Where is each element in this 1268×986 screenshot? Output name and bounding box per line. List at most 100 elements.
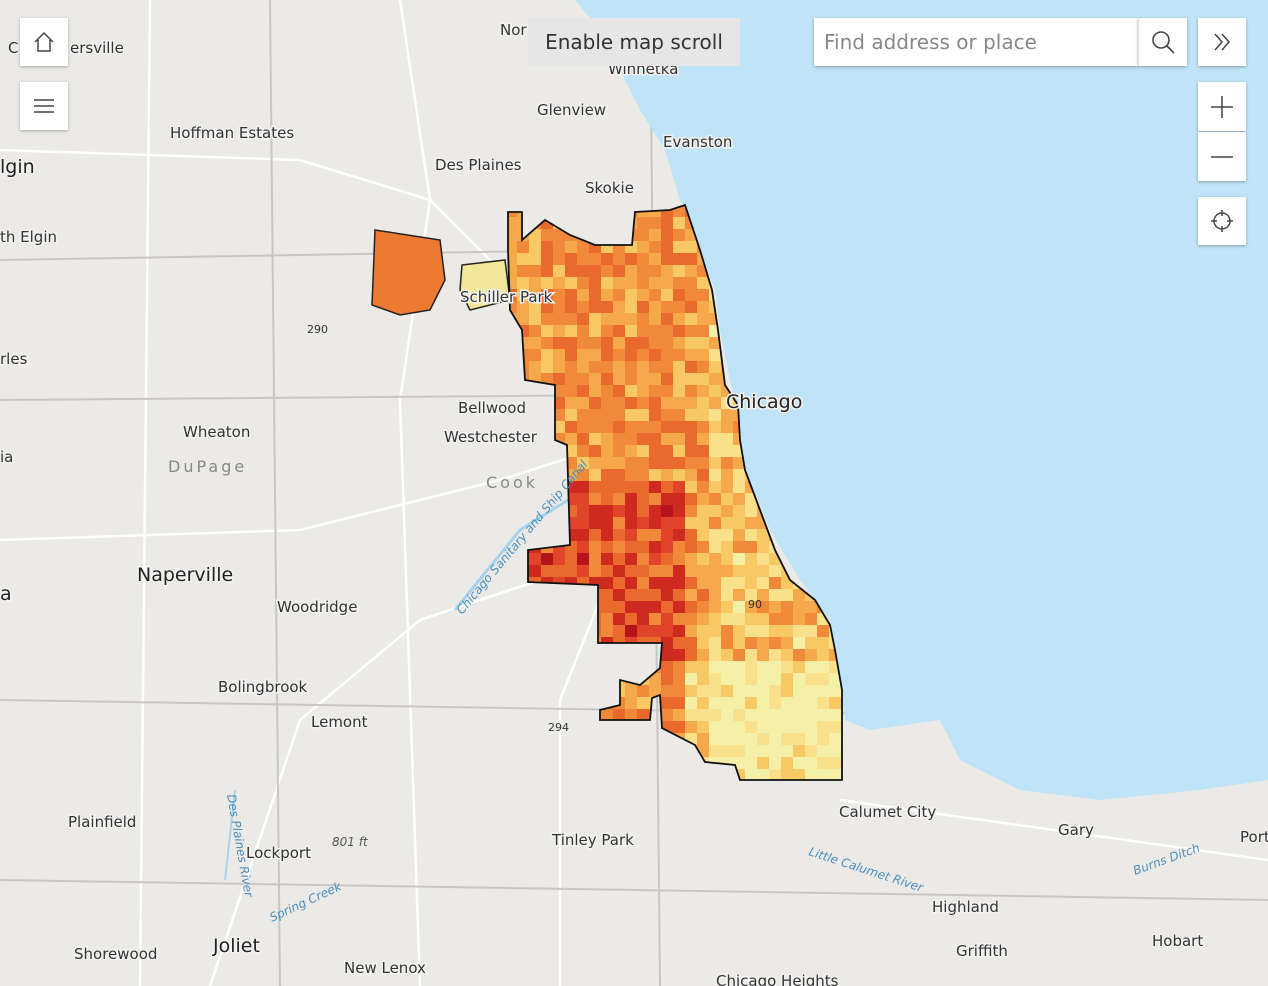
tract bbox=[709, 397, 721, 409]
tract bbox=[709, 469, 721, 481]
tract bbox=[649, 301, 661, 313]
tract bbox=[817, 637, 829, 649]
tract bbox=[649, 265, 661, 277]
tract bbox=[673, 613, 685, 625]
tract bbox=[649, 505, 661, 517]
tract bbox=[721, 721, 733, 733]
tract bbox=[661, 577, 673, 589]
zoom-out-button[interactable] bbox=[1198, 132, 1246, 181]
tract bbox=[553, 229, 565, 241]
tract bbox=[601, 481, 613, 493]
tract bbox=[589, 289, 601, 301]
tract bbox=[745, 541, 757, 553]
tract bbox=[541, 337, 553, 349]
tract bbox=[685, 625, 697, 637]
tract bbox=[613, 481, 625, 493]
tract bbox=[793, 601, 805, 613]
tract bbox=[649, 469, 661, 481]
tract bbox=[697, 421, 709, 433]
tract bbox=[805, 745, 817, 757]
tract bbox=[649, 409, 661, 421]
tract bbox=[577, 241, 589, 253]
tract bbox=[673, 373, 685, 385]
tract bbox=[721, 541, 733, 553]
home-button[interactable] bbox=[20, 18, 68, 66]
tract bbox=[685, 253, 697, 265]
tract bbox=[517, 265, 529, 277]
tract bbox=[757, 769, 769, 780]
tract bbox=[625, 337, 637, 349]
tract bbox=[613, 277, 625, 289]
tract bbox=[613, 337, 625, 349]
tract bbox=[565, 421, 577, 433]
tract bbox=[541, 553, 553, 565]
county-label: DuPage bbox=[168, 457, 247, 476]
tract bbox=[769, 685, 781, 697]
enable-scroll-button[interactable]: Enable map scroll bbox=[528, 18, 740, 66]
tract bbox=[685, 301, 697, 313]
tract bbox=[529, 241, 541, 253]
tract bbox=[733, 709, 745, 721]
tract bbox=[757, 637, 769, 649]
tract bbox=[565, 361, 577, 373]
tract bbox=[601, 493, 613, 505]
layer-list-button[interactable] bbox=[20, 82, 68, 130]
place-label: Wheaton bbox=[183, 423, 250, 441]
tract bbox=[733, 697, 745, 709]
tract bbox=[769, 577, 781, 589]
search-input[interactable]: Find address or place bbox=[814, 18, 1138, 66]
locate-button[interactable] bbox=[1198, 197, 1246, 245]
tract bbox=[661, 445, 673, 457]
tract bbox=[508, 265, 517, 277]
tract bbox=[697, 301, 709, 313]
tract bbox=[733, 649, 745, 661]
tract bbox=[589, 373, 601, 385]
tract bbox=[673, 265, 685, 277]
tract bbox=[625, 361, 637, 373]
tract bbox=[685, 589, 697, 601]
tract bbox=[697, 721, 709, 733]
tract bbox=[529, 553, 541, 565]
tract bbox=[709, 733, 721, 745]
tract bbox=[733, 625, 745, 637]
tract bbox=[565, 313, 577, 325]
expand-button[interactable] bbox=[1198, 18, 1246, 66]
tract bbox=[577, 337, 589, 349]
tract bbox=[685, 613, 697, 625]
tract bbox=[673, 397, 685, 409]
tract bbox=[529, 325, 541, 337]
tract bbox=[757, 625, 769, 637]
tract bbox=[685, 685, 697, 697]
tract bbox=[637, 337, 649, 349]
tract bbox=[673, 421, 685, 433]
tract bbox=[781, 613, 793, 625]
tract bbox=[637, 265, 649, 277]
tract bbox=[577, 445, 589, 457]
tract bbox=[601, 577, 613, 589]
tract bbox=[673, 637, 685, 649]
tract bbox=[721, 421, 733, 433]
tract bbox=[781, 637, 793, 649]
tract bbox=[625, 373, 637, 385]
tract bbox=[721, 469, 733, 481]
tract bbox=[577, 301, 589, 313]
tract bbox=[757, 589, 769, 601]
tract bbox=[733, 613, 745, 625]
tract bbox=[685, 649, 697, 661]
tract bbox=[733, 637, 745, 649]
tract bbox=[769, 733, 781, 745]
tract bbox=[613, 553, 625, 565]
tract bbox=[721, 601, 733, 613]
tract bbox=[649, 625, 661, 637]
search-button[interactable] bbox=[1138, 18, 1187, 66]
tract bbox=[817, 733, 829, 745]
place-label: rles bbox=[0, 350, 28, 368]
tract bbox=[673, 457, 685, 469]
tract bbox=[649, 373, 661, 385]
tract bbox=[733, 469, 745, 481]
tract bbox=[553, 289, 565, 301]
tract bbox=[805, 661, 817, 673]
zoom-in-button[interactable] bbox=[1198, 82, 1246, 131]
tract bbox=[757, 733, 769, 745]
